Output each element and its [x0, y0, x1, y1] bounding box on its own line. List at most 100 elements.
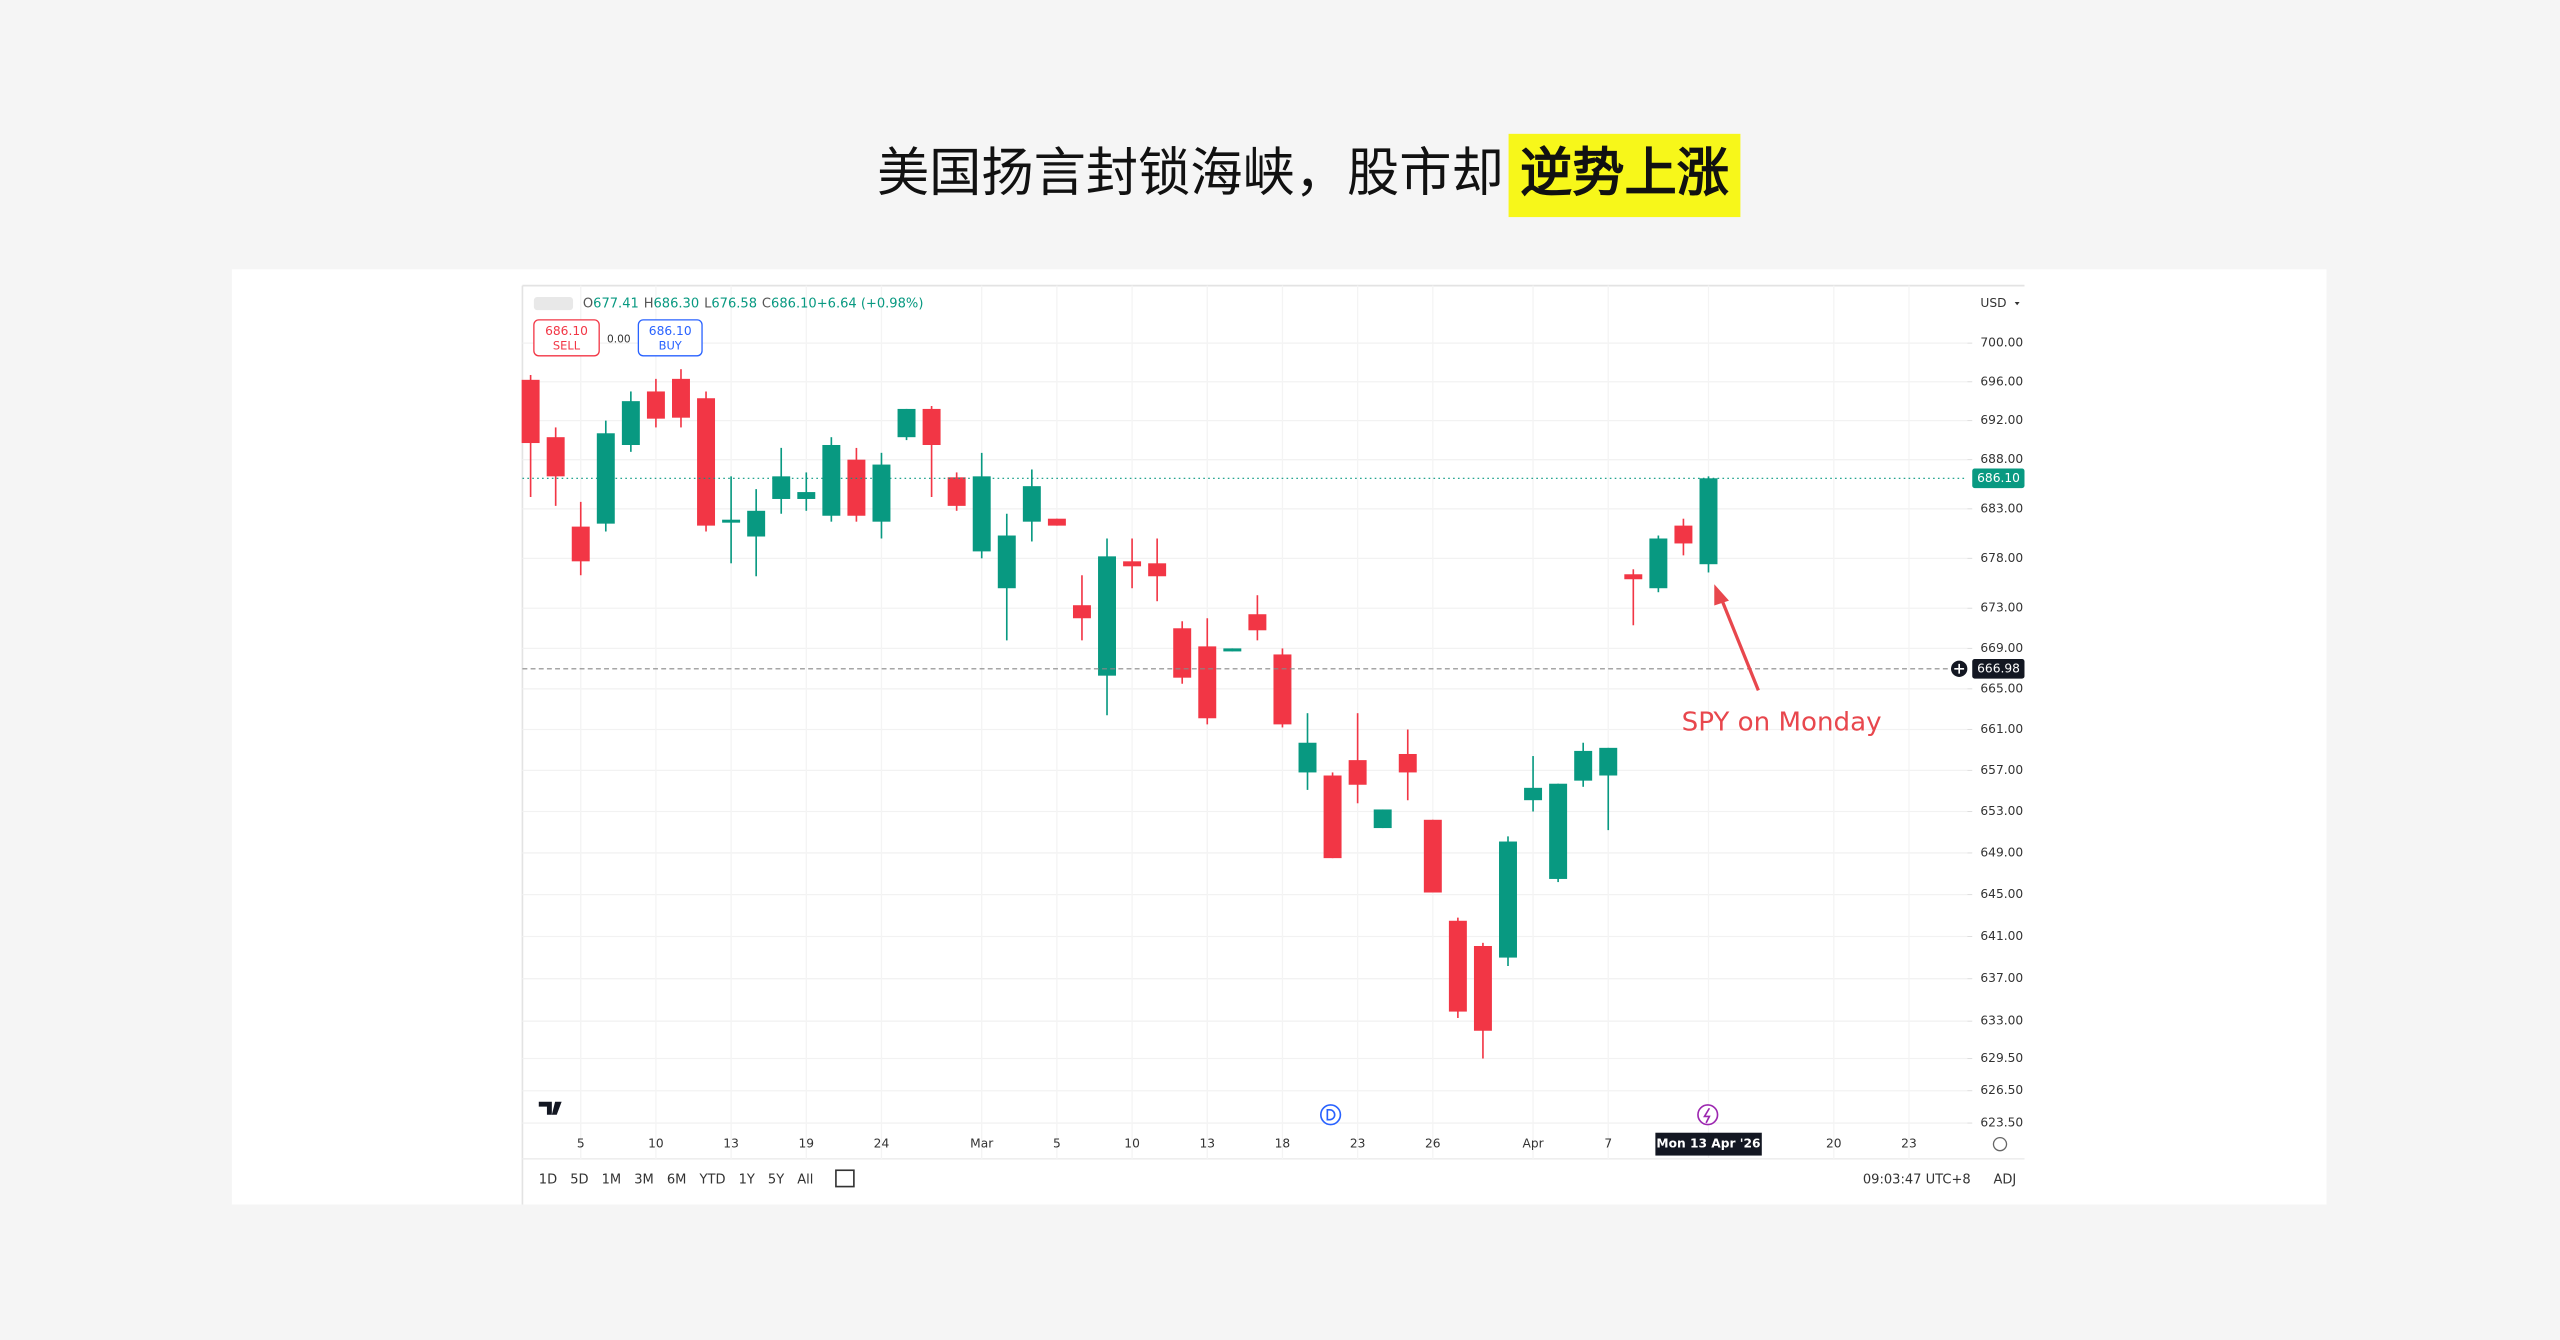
candle-body	[872, 464, 891, 522]
grid: 700.00 696.00 692.00 688.00 683.00 678.00 673.…	[522, 285, 2023, 1159]
settings-icon[interactable]	[1992, 1136, 2008, 1152]
title-highlight: 逆势上涨	[1520, 143, 1729, 203]
candle-body	[722, 519, 741, 523]
x-tick-label: 10	[1124, 1137, 1140, 1151]
buy-price: 686.10	[649, 324, 692, 338]
candle-body	[621, 401, 640, 445]
event-icon[interactable]	[1697, 1104, 1719, 1126]
timeframe-button[interactable]: 1M	[602, 1173, 622, 1188]
timeframe-button[interactable]: 1Y	[739, 1173, 755, 1188]
timeframe-button[interactable]: 5D	[570, 1173, 588, 1188]
tv-logo	[538, 1101, 562, 1115]
ohlc-label: H	[644, 296, 654, 311]
y-tick-label: 629.50	[1980, 1051, 2023, 1065]
symbol-pill[interactable]	[533, 297, 574, 311]
candle-body	[1173, 628, 1192, 678]
candle-body	[1574, 750, 1593, 781]
candle-body	[546, 437, 565, 477]
candle-body	[1323, 775, 1342, 859]
candle-body	[1198, 646, 1217, 719]
dividend-icon[interactable]	[1320, 1104, 1342, 1126]
currency[interactable]: USD	[1980, 296, 2006, 310]
price-tag-label: 666.98	[1977, 661, 2020, 675]
candle-body	[697, 398, 716, 526]
ohlc-label: C	[762, 296, 771, 311]
sell-label: SELL	[553, 339, 581, 353]
y-tick-label: 700.00	[1980, 336, 2023, 350]
candle-body	[1649, 538, 1668, 589]
candle-body	[897, 408, 916, 438]
candle-body	[1373, 809, 1392, 829]
timeframe-button[interactable]: YTD	[699, 1173, 726, 1188]
sell-button[interactable]	[533, 319, 600, 357]
x-tick-label: 10	[648, 1137, 664, 1151]
buy-label: BUY	[659, 339, 682, 353]
price-tag	[1972, 658, 2025, 679]
candle-body	[1448, 920, 1467, 1012]
candle-body	[1524, 787, 1543, 801]
title: 美国扬言封锁海峡，股市却	[877, 143, 1504, 203]
candle-body	[521, 379, 540, 444]
y-tick-label: 637.00	[1980, 971, 2023, 985]
candle-body	[1549, 783, 1568, 879]
candle-body	[1098, 556, 1116, 676]
y-tick-label: 623.50	[1980, 1116, 2023, 1130]
y-tick-label: 669.00	[1980, 641, 2023, 655]
clock: 09:03:47 UTC+8	[1863, 1173, 1971, 1188]
x-tick-label: 5	[577, 1137, 585, 1151]
price-tag-label: 686.10	[1977, 471, 2020, 485]
candle-body	[1248, 614, 1267, 631]
price-tag	[1972, 468, 2025, 489]
timeframe-button[interactable]: 3M	[634, 1173, 654, 1188]
y-tick-label: 683.00	[1980, 501, 2023, 515]
candle-body	[1473, 945, 1492, 1031]
y-tick-label: 657.00	[1980, 763, 2023, 777]
x-tick-label: 26	[1425, 1137, 1441, 1151]
y-tick-label: 649.00	[1980, 845, 2023, 859]
candle-body	[1047, 518, 1066, 526]
candle-body	[672, 378, 690, 418]
plot: 686.10 666.98	[521, 369, 2025, 1059]
candle-body	[1674, 525, 1693, 544]
crosshair-date-box	[1655, 1132, 1762, 1156]
y-tick-label: 653.00	[1980, 804, 2023, 818]
timeframe-button[interactable]: All	[797, 1173, 813, 1188]
y-tick-label: 673.00	[1980, 601, 2023, 615]
candle-body	[1072, 605, 1091, 619]
x-tick-label: 18	[1275, 1137, 1291, 1151]
ohlc-label: L	[704, 296, 712, 311]
x-tick-label: 13	[1199, 1137, 1215, 1151]
replay-icon[interactable]	[835, 1169, 855, 1188]
candle-body	[646, 391, 665, 419]
crosshair-plus-glyph	[1954, 663, 1965, 674]
x-tick-label: 19	[798, 1137, 814, 1151]
candle-body	[997, 535, 1016, 589]
candle-body	[1599, 747, 1618, 776]
ohlc-header: O677.41 H686.30 L676.58 C686.10+6.64 (+0.98…	[583, 296, 924, 311]
y-tick-label: 678.00	[1980, 551, 2023, 565]
y-tick-label: 692.00	[1980, 413, 2023, 427]
candle-body	[847, 459, 866, 516]
adj-button[interactable]: ADJ	[1993, 1173, 2016, 1188]
annotation: SPY on Monday	[1682, 708, 1882, 738]
buy-button[interactable]	[637, 319, 703, 357]
candle-body	[1022, 486, 1041, 522]
candle-body	[1348, 760, 1367, 785]
annotation-arrow	[1719, 596, 1760, 692]
ohlc-value: 686.10	[771, 296, 817, 311]
candle-body	[1148, 563, 1167, 577]
candle-body	[1499, 841, 1517, 958]
x-tick-label: 23	[1350, 1137, 1366, 1151]
ohlc-value: 686.30	[654, 296, 700, 311]
candle-body	[822, 444, 841, 516]
y-tick-label: 665.00	[1980, 681, 2023, 695]
timeframe-button[interactable]: 1D	[539, 1173, 557, 1188]
ohlc-value: 677.41	[593, 296, 639, 311]
timeframe-button[interactable]: 5Y	[768, 1173, 784, 1188]
x-tick-label: 5	[1053, 1137, 1061, 1151]
candle-body	[797, 492, 816, 499]
candle-body	[1423, 819, 1442, 893]
timeframe-button[interactable]: 6M	[667, 1173, 687, 1188]
y-tick-label: 626.50	[1980, 1083, 2023, 1097]
